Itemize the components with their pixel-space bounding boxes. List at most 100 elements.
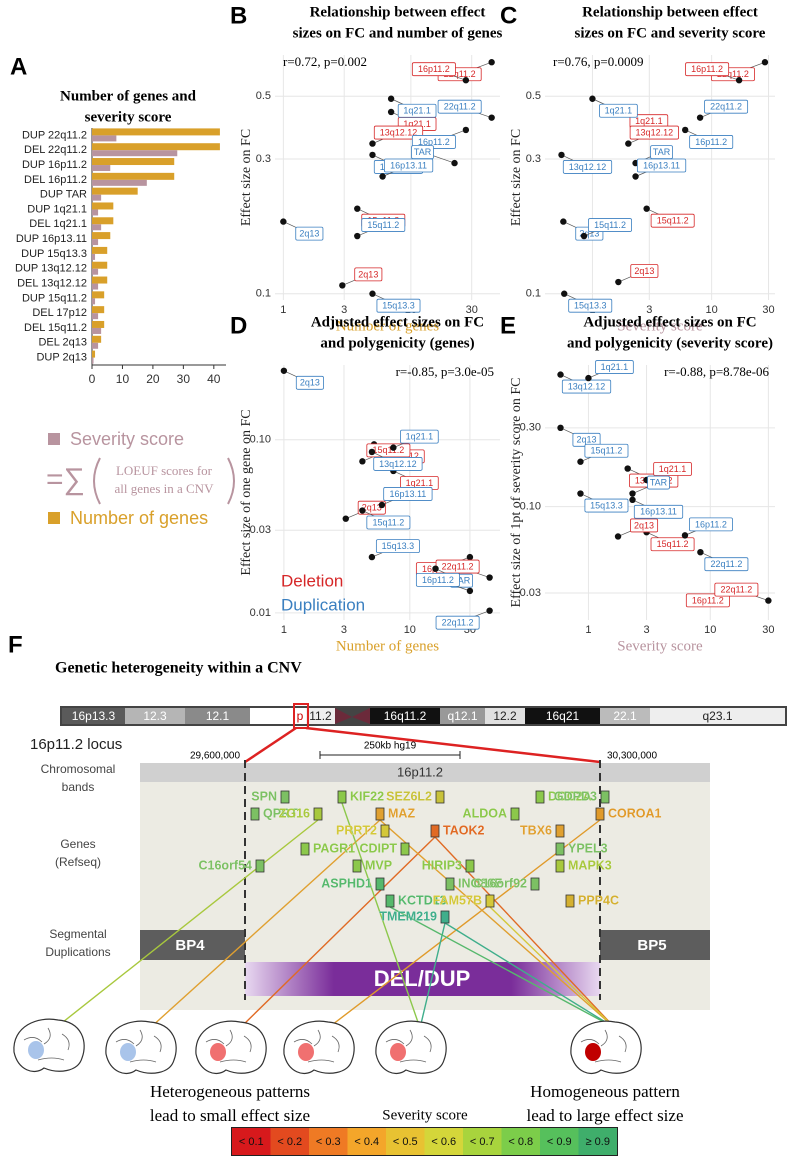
- row-label: Segmental: [49, 927, 106, 941]
- chart-title: Relationship between effect: [310, 4, 486, 20]
- gene-label: SEZ6L2: [386, 789, 432, 803]
- gene-box: [556, 825, 564, 837]
- point: [343, 515, 349, 521]
- point: [488, 59, 494, 65]
- brain-spot: [28, 1041, 44, 1059]
- gene-label: ALDOA: [463, 806, 507, 820]
- x-tick-label: 1: [585, 624, 591, 636]
- bar: [92, 343, 98, 349]
- gene-box: [338, 791, 346, 803]
- point-label: 15q13.3: [574, 301, 607, 311]
- gene-box: [431, 825, 439, 837]
- x-tick-label: 10: [404, 624, 416, 636]
- y-axis-label: Effect size on FC: [509, 129, 524, 226]
- bar: [92, 202, 113, 209]
- panel-letter: F: [8, 631, 23, 658]
- x-tick-label: 40: [207, 372, 221, 386]
- scale-label: < 0.2: [277, 1136, 302, 1148]
- bar: [92, 291, 104, 298]
- gene-label: MAPK3: [568, 858, 612, 872]
- legend-swatch: [48, 433, 60, 445]
- bar: [92, 262, 107, 269]
- category-label: DEL 13q12.12: [17, 277, 87, 289]
- point: [369, 554, 375, 560]
- gene-label: TMEM219: [379, 909, 437, 923]
- gene-box: [536, 791, 544, 803]
- bar: [92, 284, 98, 290]
- chart-title: and polygenicity (genes): [320, 335, 474, 351]
- scale-label: < 0.4: [354, 1136, 379, 1148]
- point-label: 2q13: [577, 435, 597, 445]
- point: [581, 233, 587, 239]
- bar: [92, 143, 220, 150]
- category-label: DUP 15q11.2: [22, 292, 87, 304]
- chart-title: Relationship between effect: [582, 4, 758, 20]
- legend-note: all genes in a CNV: [115, 481, 215, 496]
- point-label: 22q11.2: [710, 559, 742, 569]
- caption: Homogeneous pattern: [530, 1082, 680, 1101]
- point: [643, 205, 649, 211]
- point: [624, 465, 630, 471]
- legend-label: Number of genes: [70, 508, 208, 528]
- gene-label: TAOK2: [443, 823, 484, 837]
- caption: Heterogeneous patterns: [150, 1082, 310, 1101]
- gene-box: [314, 808, 322, 820]
- x-tick-label: 30: [177, 372, 191, 386]
- point: [369, 140, 375, 146]
- panel-letter: E: [500, 312, 516, 339]
- bar: [92, 247, 107, 254]
- scale-label: 250kb hg19: [364, 741, 417, 752]
- annotation: r=-0.88, p=8.78e-06: [664, 364, 769, 379]
- point-label: 15q11.2: [591, 446, 623, 456]
- point-label: 15q11.2: [372, 445, 404, 455]
- bracket: [228, 458, 234, 504]
- x-tick-label: 20: [146, 372, 160, 386]
- ideogram-label: 16q11.2: [384, 709, 427, 723]
- panel-letter: D: [230, 312, 247, 339]
- bar: [92, 224, 101, 230]
- legend-label: Duplication: [281, 595, 365, 614]
- legend-note: LOEUF scores for: [116, 463, 213, 478]
- gene-box: [466, 860, 474, 872]
- point-label: 16p13.11: [389, 489, 426, 499]
- point-label: TAR: [414, 147, 432, 157]
- scale-label: < 0.3: [316, 1136, 341, 1148]
- bar: [92, 232, 110, 239]
- zoom-line: [306, 728, 600, 762]
- point-label: 1q21.1: [406, 478, 434, 488]
- bracket: [94, 458, 100, 504]
- gene-label: CDIPT: [360, 841, 398, 855]
- point: [736, 77, 742, 83]
- gene-label: PAGR1: [313, 841, 355, 855]
- point-label: 16p13.11: [390, 160, 427, 170]
- row-label: Chromosomal: [41, 762, 116, 776]
- point: [486, 607, 492, 613]
- scale-label: < 0.8: [508, 1136, 533, 1148]
- scale-label: < 0.6: [431, 1136, 456, 1148]
- point-label: 15q11.2: [372, 517, 404, 527]
- point: [354, 205, 360, 211]
- y-tick-label: 0.1: [526, 288, 541, 300]
- bp-label: BP5: [637, 937, 666, 954]
- category-label: DUP 13q12.12: [15, 263, 87, 275]
- x-tick-label: 10: [704, 624, 716, 636]
- point: [765, 597, 771, 603]
- locus-label: 16p11.2 locus: [30, 736, 122, 753]
- point: [558, 152, 564, 158]
- category-label: DEL 2q13: [38, 337, 87, 349]
- gene-box: [441, 911, 449, 923]
- ideogram-label: 12.3: [143, 709, 167, 723]
- point-label: 15q11.2: [367, 220, 399, 230]
- gene-box: [381, 825, 389, 837]
- point: [585, 375, 591, 381]
- coordinate: 29,600,000: [190, 751, 240, 762]
- chart-title: Adjusted effect sizes on FC: [311, 314, 484, 330]
- point-label: 16p11.2: [695, 519, 727, 529]
- gene-box: [376, 878, 384, 890]
- chart-title: sizes on FC and severity score: [575, 25, 766, 41]
- point-label: 1q21.1: [406, 432, 434, 442]
- gene-box: [251, 808, 259, 820]
- gene-label: GDPD3: [554, 789, 597, 803]
- bar: [92, 158, 174, 165]
- caption: lead to large effect size: [526, 1106, 683, 1125]
